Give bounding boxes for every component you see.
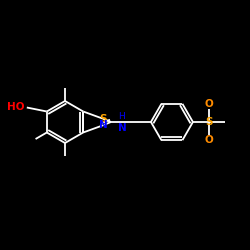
Text: O: O: [204, 135, 213, 145]
Text: N: N: [98, 120, 107, 130]
Text: S: S: [205, 117, 213, 127]
Text: H: H: [118, 112, 125, 121]
Text: N: N: [118, 123, 126, 133]
Text: HO: HO: [7, 102, 25, 113]
Text: O: O: [204, 99, 213, 109]
Text: S: S: [99, 114, 107, 124]
